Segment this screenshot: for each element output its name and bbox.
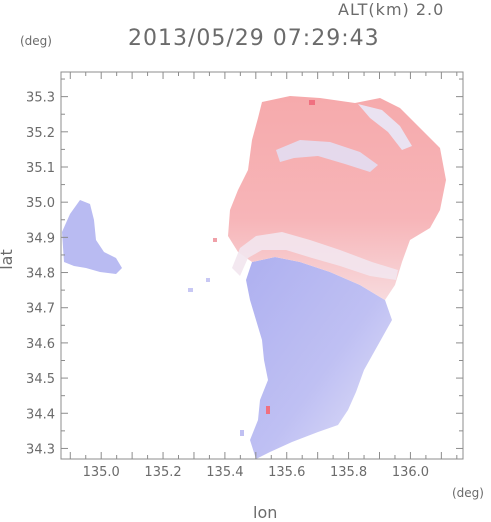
y-tick-label: 34.8 [26,267,55,282]
echo-pixel [240,430,244,436]
y-tick-label: 34.9 [26,231,55,246]
plot-axes [60,71,464,460]
y-axis-unit: (deg) [20,34,52,48]
x-tick-label: 135.4 [206,465,243,480]
x-axis-label: lon [253,503,278,522]
echo-neutral-streak [276,140,378,172]
altitude-label: ALT(km) 2.0 [338,0,445,19]
y-tick-label: 34.5 [26,372,55,387]
y-tick-label: 34.6 [26,337,55,352]
x-tick-label: 135.2 [144,465,181,480]
plot-frame [60,71,464,460]
echo-pixel [309,100,315,105]
x-axis-unit: (deg) [452,486,484,500]
echo-neutral-streak [358,104,412,150]
echo-neutral-band [232,232,398,280]
echo-patch-west [62,200,122,274]
echo-pixel [266,406,270,414]
y-tick-label: 34.7 [26,302,55,317]
scan-datetime: 2013/05/29 07:29:43 [128,26,380,51]
echo-region-approaching [246,257,392,459]
y-tick-label: 35.1 [26,161,55,176]
echo-pixel [188,288,193,292]
y-tick-label: 35.0 [26,196,55,211]
x-tick-label: 135.8 [330,465,367,480]
echo-pixel [213,238,217,242]
y-tick-label: 34.4 [26,407,55,422]
echo-pixel [206,278,210,282]
x-tick-label: 135.6 [268,465,305,480]
y-tick-label: 35.2 [26,126,55,141]
y-tick-label: 34.3 [26,442,55,457]
tick-labels: 135.0 135.2 135.4 135.6 135.8 136.0 35.3 35.2 35… [26,91,429,480]
radar-echo-layer [62,96,446,459]
x-tick-label: 136.0 [392,465,429,480]
x-tick-label: 135.0 [83,465,120,480]
y-tick-label: 35.3 [26,91,55,106]
